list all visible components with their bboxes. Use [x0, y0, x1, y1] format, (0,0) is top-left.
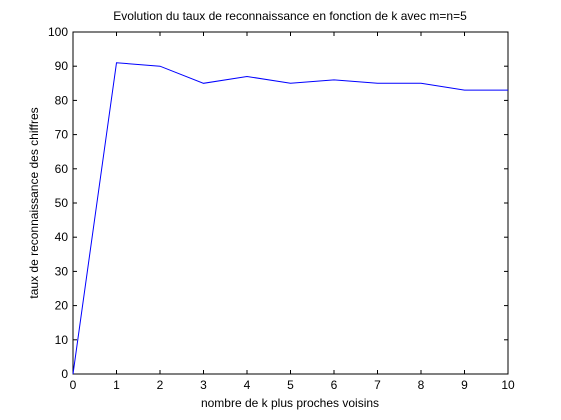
- y-tick-label: 10: [55, 333, 69, 347]
- y-tick-label: 100: [48, 25, 68, 39]
- x-tick-label: 9: [461, 378, 468, 392]
- x-axis-label: nombre de k plus proches voisins: [201, 396, 379, 410]
- x-tick-label: 10: [501, 378, 515, 392]
- x-tick-label: 4: [244, 378, 251, 392]
- series-line: [72, 62, 508, 375]
- y-tick-label: 70: [55, 128, 69, 142]
- y-tick-label: 30: [55, 264, 69, 278]
- x-tick-label: 7: [374, 378, 381, 392]
- y-tick-label: 20: [55, 299, 69, 313]
- x-tick-label: 0: [70, 378, 77, 392]
- x-tick-label: 5: [287, 378, 294, 392]
- x-tick-label: 2: [157, 378, 164, 392]
- plot-area: [72, 31, 509, 375]
- y-axis-label: taux de reconnaissance des chiffres: [27, 107, 41, 298]
- y-tick-label: 50: [55, 196, 69, 210]
- series-layer: [72, 62, 508, 375]
- chart-title: Evolution du taux de reconnaissance en f…: [113, 9, 467, 23]
- x-tick-label: 3: [200, 378, 207, 392]
- y-tick-label: 60: [55, 162, 69, 176]
- y-axis-ticks: 0 10 20 30 40 50 60 70 80 90 100: [48, 25, 508, 381]
- x-tick-label: 1: [113, 378, 120, 392]
- x-tick-label: 6: [331, 378, 338, 392]
- x-axis-ticks: 0 1 2 3 4 5 6 7 8 9 10: [70, 32, 515, 392]
- y-tick-label: 80: [55, 93, 69, 107]
- y-tick-label: 40: [55, 230, 69, 244]
- y-tick-label: 90: [55, 59, 69, 73]
- x-tick-label: 8: [418, 378, 425, 392]
- y-tick-label: 0: [61, 367, 68, 381]
